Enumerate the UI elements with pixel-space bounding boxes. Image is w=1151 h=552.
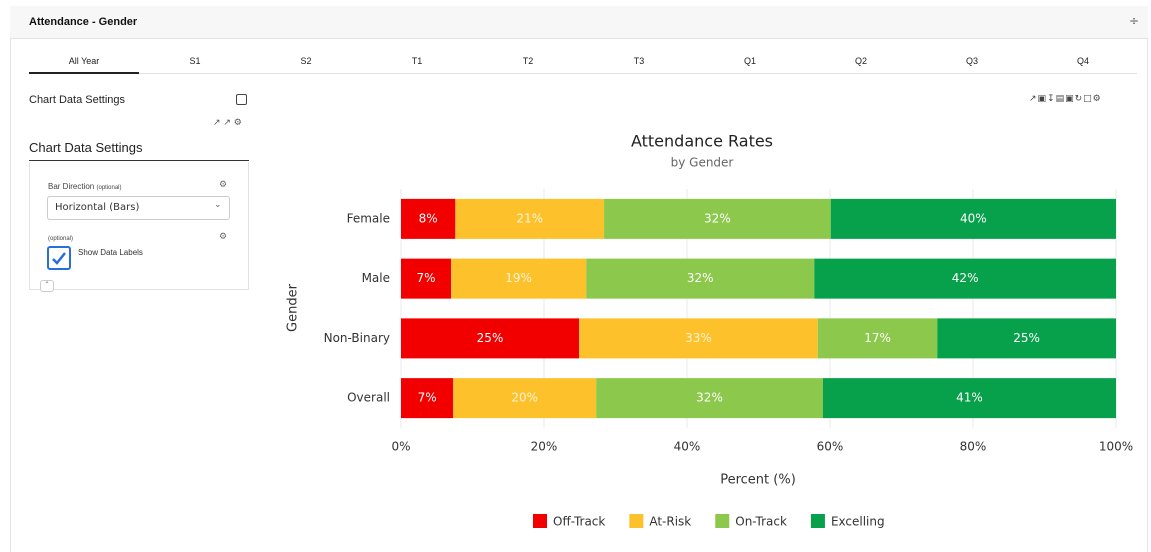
y-axis-label: Gender — [286, 283, 301, 332]
tab-divider — [29, 73, 1137, 74]
settings-title: Chart Data Settings — [29, 94, 125, 106]
data-label: 40% — [960, 211, 987, 225]
data-label: 21% — [516, 211, 543, 225]
checkbox-label: Show Data Labels — [78, 248, 143, 257]
tab[interactable]: Q3 — [965, 56, 979, 66]
x-tick-label: 60% — [817, 440, 844, 454]
data-label: 17% — [864, 331, 891, 345]
dropdown-caret: ⌄ — [214, 200, 222, 210]
bar-segment — [455, 198, 605, 239]
bar-segment — [814, 258, 1116, 299]
field-hint: (optional) — [48, 236, 74, 242]
settings-tools[interactable]: ↗ ↗ ⚙ — [213, 118, 242, 128]
y-tick-label: Male — [362, 271, 390, 285]
chart-subtitle: by Gender — [671, 156, 734, 170]
tab[interactable]: Q4 — [1076, 56, 1090, 66]
x-tick-label: 40% — [674, 440, 701, 454]
data-label: 32% — [687, 271, 714, 285]
bar-segment — [401, 198, 456, 239]
bar-segment — [604, 198, 831, 239]
bar-segment — [937, 318, 1116, 359]
data-label: 25% — [477, 331, 504, 345]
tab[interactable]: T3 — [633, 56, 645, 66]
data-label: 7% — [418, 391, 437, 405]
dropdown[interactable] — [47, 196, 230, 220]
bar-segment — [817, 318, 938, 359]
data-label: 8% — [419, 211, 438, 225]
y-tick-label: Female — [347, 211, 390, 225]
data-label: 33% — [685, 331, 712, 345]
heading-underline — [29, 160, 249, 161]
x-tick-label: 80% — [960, 440, 987, 454]
tab[interactable]: S2 — [300, 56, 312, 66]
data-label: 32% — [696, 391, 723, 405]
bar-segment — [596, 378, 823, 419]
data-label: 25% — [1013, 331, 1040, 345]
x-tick-label: 0% — [391, 440, 410, 454]
settings-icon[interactable] — [236, 94, 247, 105]
check-mark — [52, 252, 66, 265]
chart-title: Attendance Rates — [631, 132, 773, 151]
bar-segment — [579, 318, 818, 359]
legend-label: Off-Track — [553, 515, 605, 529]
checkbox[interactable] — [47, 246, 71, 270]
data-label: 7% — [417, 271, 436, 285]
panel-header — [10, 6, 1148, 39]
y-tick-label: Non-Binary — [324, 331, 390, 345]
legend-label: On-Track — [735, 515, 787, 529]
legend-swatch — [629, 514, 644, 528]
data-label: 32% — [704, 211, 731, 225]
bar-segment — [830, 198, 1116, 239]
panel-heading: Chart Data Settings — [29, 140, 143, 155]
bar-segment — [451, 258, 587, 299]
bar-segment — [453, 378, 597, 419]
legend-label: At-Risk — [649, 515, 691, 529]
chart-toolbar[interactable]: ↗▣↧▤▣↻□⚙ — [1029, 94, 1102, 104]
legend-swatch — [533, 514, 547, 528]
field-label: Bar Direction — [48, 182, 95, 191]
data-label: 20% — [511, 391, 538, 405]
tab-underline — [29, 72, 139, 74]
data-label: 41% — [956, 391, 983, 405]
bar-segment — [401, 258, 452, 299]
dropdown-value: Horizontal (Bars) — [55, 202, 140, 213]
field-icon[interactable]: ⚙ — [219, 232, 228, 242]
legend-swatch — [715, 514, 730, 528]
settings-box — [29, 162, 249, 290]
bar-segment — [822, 378, 1116, 419]
bar-segment — [586, 258, 815, 299]
bar-segment — [401, 318, 580, 359]
tab[interactable]: Q1 — [743, 56, 757, 66]
data-label: 42% — [952, 271, 979, 285]
bar-segment — [401, 378, 454, 419]
tab[interactable]: Q2 — [854, 56, 868, 66]
panel-title: Attendance - Gender — [29, 16, 138, 28]
y-tick-label: Overall — [347, 391, 390, 405]
data-label: 19% — [505, 271, 532, 285]
tab[interactable]: All Year — [68, 56, 100, 66]
tab[interactable]: T2 — [522, 56, 534, 66]
collapse-icon[interactable]: ÷ — [1129, 14, 1140, 28]
tab[interactable]: S1 — [189, 56, 201, 66]
legend-label: Excelling — [831, 515, 885, 529]
field-hint: (optional) — [96, 185, 122, 191]
collapse-button[interactable]: ˆ — [40, 280, 54, 292]
x-tick-label: 100% — [1099, 440, 1133, 454]
legend-swatch — [810, 514, 825, 528]
x-tick-label: 20% — [531, 440, 558, 454]
x-axis-label: Percent (%) — [720, 473, 796, 488]
field-icon[interactable]: ⚙ — [219, 180, 228, 190]
tab[interactable]: T1 — [411, 56, 423, 66]
